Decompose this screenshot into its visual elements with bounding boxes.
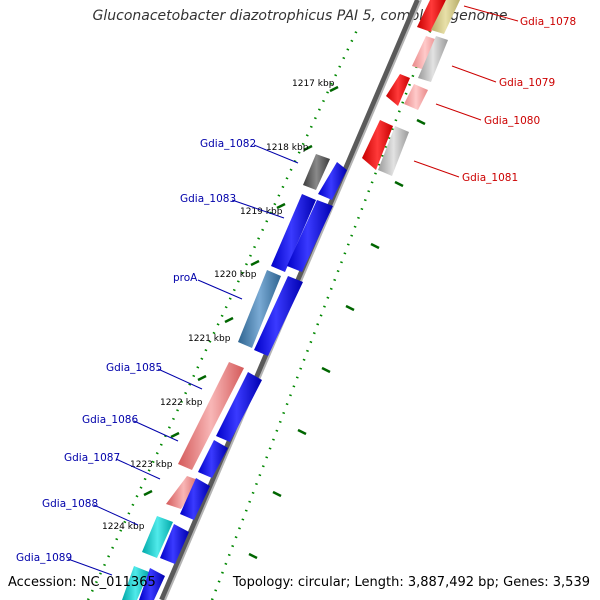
topology-text: Topology: circular; Length: 3,887,492 bp…	[232, 575, 590, 590]
cds-gdia-1079-pink	[412, 36, 438, 70]
cds-gdia-1086-small	[166, 476, 201, 509]
cds-gdia-1082	[303, 154, 330, 190]
tick-label: 1224 kbp	[102, 522, 145, 532]
gene-label-gdia-1089: Gdia_1089	[16, 552, 72, 564]
tick-label: 1221 kbp	[188, 334, 231, 344]
cds-gdia-1079-gray	[418, 36, 448, 82]
cds-arrow-4	[216, 372, 262, 442]
cds-gdia-1080-red	[386, 74, 410, 106]
tick-label: 1217 kbp	[292, 79, 335, 89]
outer-dotted-guide	[210, 0, 444, 600]
cds-gdia-1081-red	[362, 120, 393, 170]
tick-label: 1219 kbp	[240, 207, 283, 217]
gene-label-gdia-1087: Gdia_1087	[64, 452, 120, 464]
cds-arrow-3	[254, 276, 303, 356]
tick-labels: 1217 kbp 1218 kbp 1219 kbp 1220 kbp 1221…	[102, 79, 335, 532]
reverse-gene-labels: Gdia_1078 Gdia_1079 Gdia_1080 Gdia_1081	[413, 5, 576, 184]
cds-gdia-1081-gray	[378, 126, 409, 176]
gene-label-gdia-1079: Gdia_1079	[499, 77, 555, 89]
cds-gdia-1078-red	[417, 0, 446, 32]
cds-gdia-1088	[142, 516, 173, 558]
cds-gdia-1089	[122, 566, 149, 600]
gene-label-gdia-1083: Gdia_1083	[180, 193, 236, 205]
genome-title: Gluconacetobacter diazotrophicus PAI 5, …	[92, 8, 508, 24]
cds-proA	[238, 270, 281, 348]
gene-label-gdia-1085: Gdia_1085	[106, 362, 162, 374]
cds-gdia-1085	[178, 362, 244, 470]
gene-label-gdia-1078: Gdia_1078	[520, 16, 576, 28]
cds-gdia-1080-pink	[404, 84, 428, 110]
cds-gdia-1083	[271, 194, 316, 272]
tick-label: 1223 kbp	[130, 460, 173, 470]
cds-arrow-5	[198, 440, 228, 478]
gene-label-proA: proA	[173, 272, 198, 284]
gene-label-gdia-1088: Gdia_1088	[42, 498, 98, 510]
cds-gdia-1078-tan	[431, 0, 460, 34]
inner-dotted-guide	[86, 29, 359, 600]
cds-arrow-6	[180, 478, 210, 520]
tick-label: 1222 kbp	[160, 398, 203, 408]
cds-arrow-8	[139, 568, 165, 600]
cds-arrow-2	[287, 200, 333, 272]
forward-strand-features	[122, 154, 347, 600]
gene-label-gdia-1082: Gdia_1082	[200, 138, 256, 150]
reverse-strand-features	[362, 0, 460, 176]
gene-label-gdia-1086: Gdia_1086	[82, 414, 138, 426]
tick-label: 1218 kbp	[266, 143, 309, 153]
forward-gene-labels: Gdia_1082 Gdia_1083 proA Gdia_1085 Gdia_…	[16, 138, 299, 576]
cds-arrow-1	[318, 162, 347, 200]
tick-label: 1220 kbp	[214, 270, 257, 280]
cds-arrow-7	[160, 524, 189, 564]
gene-label-gdia-1081: Gdia_1081	[462, 172, 518, 184]
outer-tick-marks	[248, 118, 426, 560]
tick-marks	[143, 85, 339, 497]
gene-label-gdia-1080: Gdia_1080	[484, 115, 540, 127]
accession-text: Accession: NC_011365	[8, 575, 156, 590]
